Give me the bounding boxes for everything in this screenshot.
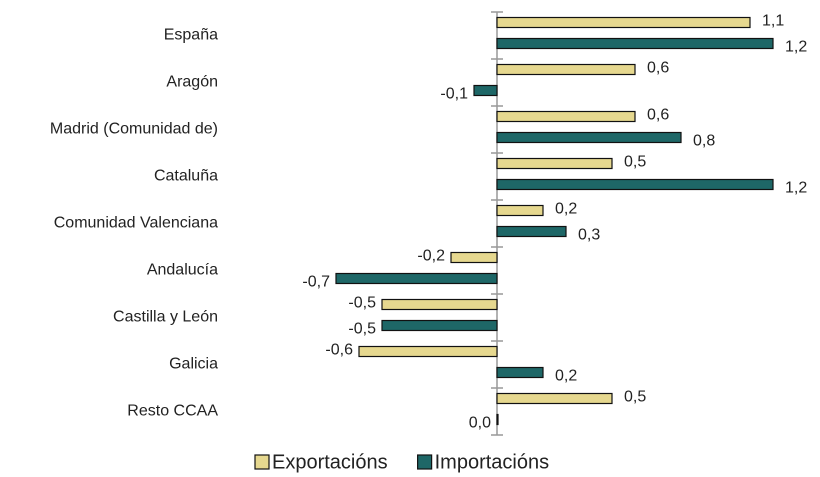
category-label: Galicia: [169, 356, 218, 373]
bar: [496, 413, 499, 426]
bar: [496, 225, 567, 238]
bar: [496, 392, 613, 405]
data-label: 0,2: [555, 368, 577, 385]
data-label: 0,6: [647, 60, 669, 77]
bar: [496, 204, 544, 217]
data-label: 1,1: [762, 13, 784, 30]
category-label: Cataluña: [154, 168, 218, 185]
category-label: Comunidad Valenciana: [54, 215, 218, 232]
data-label: 0,0: [469, 415, 491, 432]
data-label: -0,1: [440, 86, 468, 103]
bar: [450, 251, 498, 264]
data-label: 0,8: [693, 133, 715, 150]
legend-text: Exportacións: [272, 451, 388, 473]
bar: [358, 345, 498, 358]
category-label: Andalucía: [147, 262, 218, 279]
category-label: España: [164, 27, 218, 44]
legend-swatch: [254, 454, 270, 470]
data-label: 1,2: [785, 180, 807, 197]
data-label: -0,6: [325, 342, 353, 359]
category-label: Aragón: [166, 74, 218, 91]
data-label: 0,3: [578, 227, 600, 244]
bar: [496, 131, 682, 144]
data-label: 0,6: [647, 107, 669, 124]
bar: [496, 178, 774, 191]
data-label: -0,5: [348, 321, 376, 338]
category-label: Madrid (Comunidad de): [50, 121, 218, 138]
data-label: 0,2: [555, 201, 577, 218]
legend-text: Importacións: [435, 451, 550, 473]
bar: [335, 272, 498, 285]
data-label: -0,2: [417, 248, 445, 265]
bar: [496, 157, 613, 170]
bar: [473, 84, 498, 97]
bar: [381, 319, 498, 332]
data-label: -0,5: [348, 295, 376, 312]
bar: [381, 298, 498, 311]
data-label: 0,5: [624, 389, 646, 406]
bar: [496, 63, 636, 76]
bar: [496, 366, 544, 379]
data-label: 0,5: [624, 154, 646, 171]
bar: [496, 16, 751, 29]
bar: [496, 37, 774, 50]
bar: [496, 110, 636, 123]
data-label: -0,7: [302, 274, 330, 291]
legend-swatch: [417, 454, 433, 470]
data-label: 1,2: [785, 39, 807, 56]
category-label: Castilla y León: [113, 309, 218, 326]
category-label: Resto CCAA: [127, 403, 218, 420]
